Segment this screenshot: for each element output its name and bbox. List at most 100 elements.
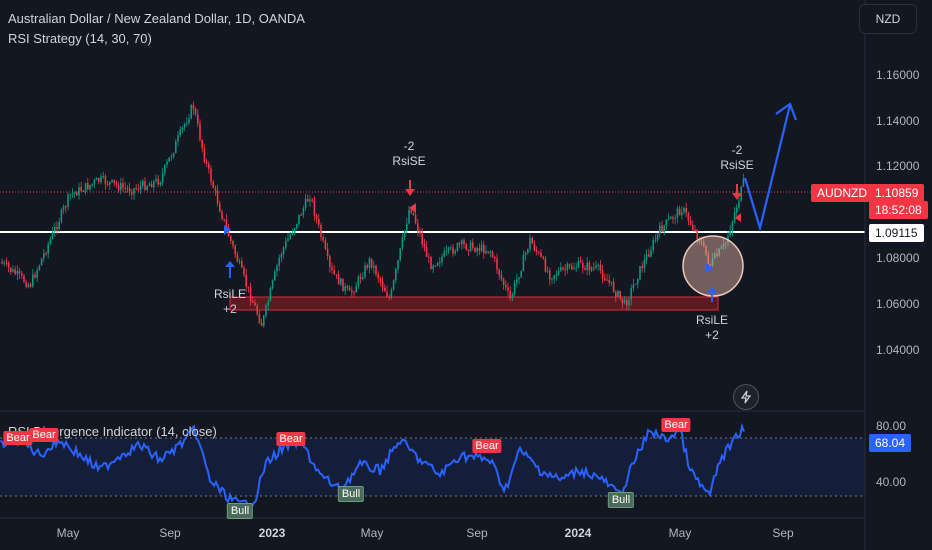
candle-body — [494, 257, 496, 259]
bull-tag: Bull — [337, 486, 365, 502]
level-price-tag[interactable]: 1.09115 — [869, 224, 924, 242]
candle-body — [212, 181, 214, 188]
candle-body — [390, 289, 393, 299]
candle-body — [201, 139, 203, 149]
candle-body — [421, 233, 423, 245]
candle-body — [557, 270, 560, 275]
candle-body — [205, 161, 208, 164]
candle-body — [219, 203, 221, 212]
arrow-up-icon — [707, 287, 717, 302]
candle-body — [544, 258, 547, 272]
candle-body — [155, 178, 157, 181]
candle-body — [335, 274, 338, 276]
bear-tag: Bear — [3, 431, 33, 445]
strategy-title[interactable]: RSI Strategy (14, 30, 70) — [8, 31, 152, 46]
candle-body — [505, 284, 507, 288]
candle-body — [89, 184, 91, 190]
candle-body — [54, 226, 56, 232]
candle-body — [555, 274, 558, 276]
candle-body — [267, 301, 269, 306]
candle-body — [199, 123, 201, 140]
candle-body — [232, 241, 234, 246]
candle-body — [727, 235, 729, 243]
candle-body — [331, 266, 333, 270]
candle-body — [731, 221, 734, 231]
candle-body — [720, 246, 723, 249]
candle-body — [522, 254, 525, 272]
candle-body — [137, 188, 140, 190]
candle-body — [126, 187, 129, 189]
candle-body — [626, 299, 628, 306]
candle-body — [694, 229, 696, 231]
candle-body — [78, 187, 80, 196]
candle-body — [648, 254, 650, 257]
candle-body — [150, 183, 153, 188]
candle-body — [452, 247, 454, 254]
candle-body — [718, 248, 720, 256]
candle-body — [128, 188, 131, 193]
candle-body — [410, 209, 412, 213]
candlestick-series — [1, 101, 745, 328]
candle-body — [588, 262, 591, 271]
candle-body — [73, 192, 76, 194]
candle-body — [340, 278, 342, 285]
candle-body — [366, 265, 368, 268]
candle-body — [586, 262, 588, 271]
candle-body — [23, 275, 25, 283]
candle-body — [14, 269, 16, 275]
candle-body — [287, 238, 289, 241]
candle-body — [87, 183, 89, 190]
bull-tag: Bull — [607, 492, 635, 508]
currency-button[interactable]: NZD — [859, 4, 917, 34]
candle-body — [168, 157, 170, 162]
candle-body — [678, 208, 681, 216]
candle-body — [183, 124, 186, 128]
candle-body — [733, 212, 736, 222]
candle-body — [575, 267, 577, 269]
countdown-tag: 18:52:08 — [869, 201, 928, 219]
candle-body — [115, 182, 118, 185]
candle-body — [304, 198, 307, 209]
forecast-arrow — [743, 104, 792, 233]
candle-body — [344, 286, 346, 292]
candle-body — [139, 185, 142, 190]
candle-body — [725, 242, 727, 244]
candle-body — [62, 206, 65, 210]
candle-body — [337, 274, 340, 285]
candle-body — [476, 247, 478, 252]
bear-tag: Bear — [661, 418, 691, 432]
candle-body — [491, 251, 494, 258]
candle-body — [241, 261, 243, 268]
candle-body — [619, 290, 621, 299]
candle-body — [716, 253, 718, 256]
candle-body — [395, 269, 397, 281]
candle-body — [93, 180, 96, 184]
arrow-up-icon — [225, 261, 235, 278]
candle-body — [595, 265, 597, 268]
candle-body — [203, 148, 206, 162]
candle-body — [7, 262, 10, 268]
candle-body — [172, 153, 175, 157]
candle-body — [76, 192, 78, 196]
candle-body — [362, 277, 364, 280]
candle-body — [265, 305, 267, 316]
candle-body — [109, 181, 111, 185]
rsi-value-tag: 68.04 — [869, 434, 912, 452]
candle-body — [485, 251, 487, 254]
candle-body — [313, 200, 316, 216]
candle-body — [711, 258, 714, 266]
candle-body — [531, 237, 533, 244]
candle-body — [597, 264, 599, 266]
lightning-icon[interactable] — [733, 384, 759, 410]
candle-body — [10, 267, 12, 272]
candle-body — [296, 223, 298, 229]
indicator-title[interactable]: RSI Divergence Indicator (14, close) — [8, 424, 217, 439]
candle-body — [674, 217, 676, 219]
candle-body — [687, 213, 690, 221]
bull-tag: Bull — [226, 503, 254, 519]
candle-body — [659, 225, 661, 234]
candle-body — [447, 247, 450, 251]
candle-body — [511, 294, 514, 299]
candle-body — [278, 257, 280, 266]
